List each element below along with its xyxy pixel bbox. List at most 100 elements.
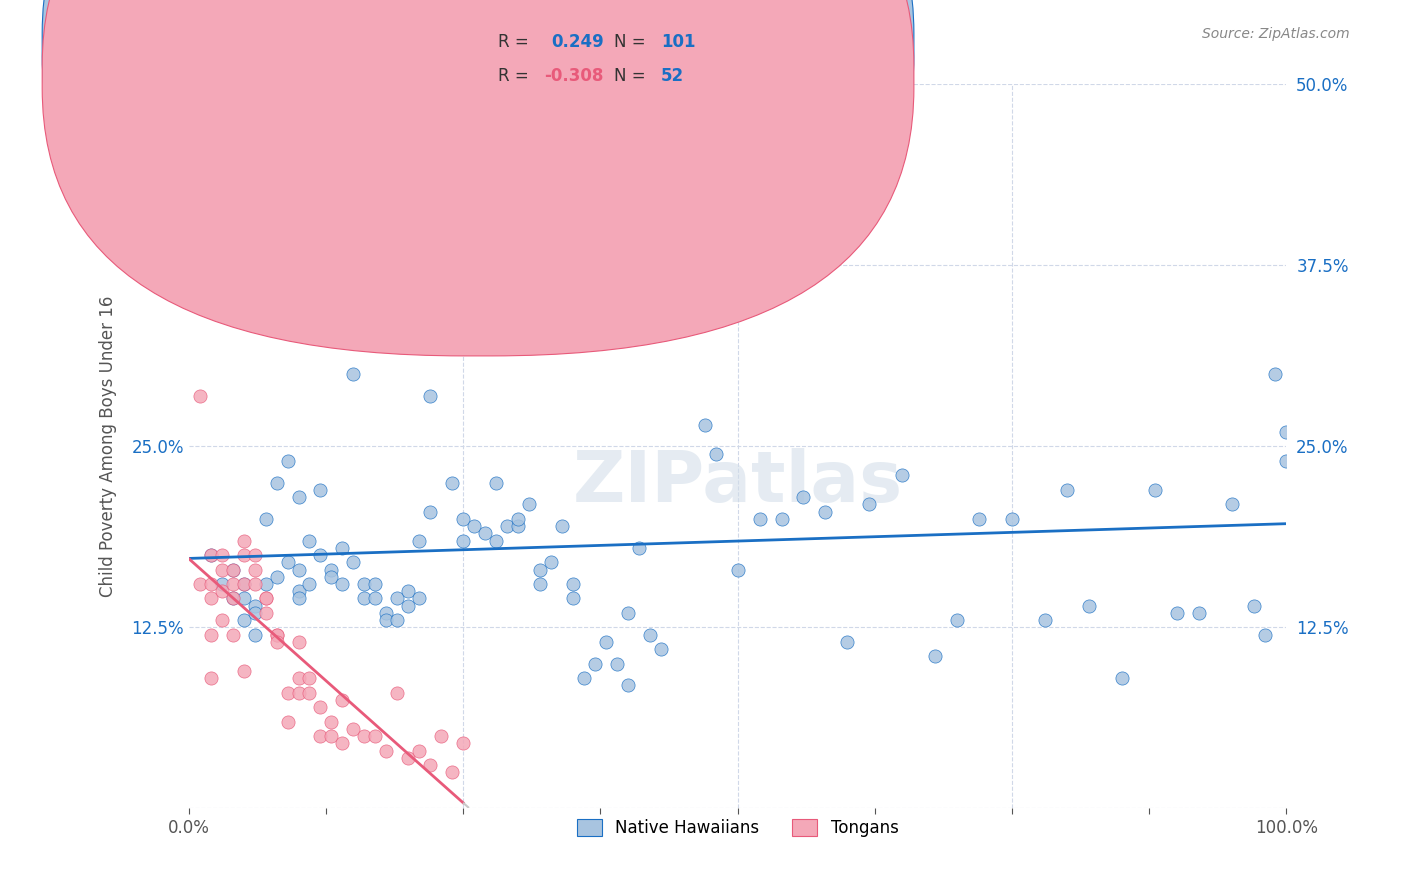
Text: N =: N =: [614, 67, 645, 85]
Point: [375, 606, 398, 620]
Point: [364, 577, 387, 591]
Point: [551, 519, 574, 533]
Point: [232, 533, 254, 548]
Point: [277, 685, 299, 699]
Point: [1056, 483, 1078, 497]
Point: [1275, 425, 1298, 439]
Point: [408, 743, 430, 757]
Point: [858, 497, 880, 511]
Point: [243, 577, 266, 591]
Point: [617, 678, 640, 692]
Point: [770, 512, 793, 526]
Point: [200, 548, 222, 562]
Point: [529, 577, 551, 591]
Point: [287, 584, 309, 599]
Point: [298, 685, 321, 699]
Point: [287, 635, 309, 649]
Point: [583, 657, 606, 671]
Point: [375, 743, 398, 757]
Point: [211, 548, 233, 562]
Point: [419, 389, 441, 403]
Point: [661, 178, 683, 193]
Point: [1188, 606, 1211, 620]
Point: [254, 512, 277, 526]
Point: [309, 548, 332, 562]
Point: [287, 490, 309, 504]
Point: [430, 729, 453, 743]
Point: [211, 577, 233, 591]
Point: [540, 555, 562, 569]
Point: [243, 599, 266, 613]
Point: [529, 562, 551, 576]
Point: [606, 657, 628, 671]
Point: [221, 591, 243, 606]
Point: [353, 729, 375, 743]
Point: [1033, 613, 1056, 627]
Point: [287, 562, 309, 576]
Point: [266, 628, 288, 642]
Text: NATIVE HAWAIIAN VS TONGAN CHILD POVERTY AMONG BOYS UNDER 16 CORRELATION CHART: NATIVE HAWAIIAN VS TONGAN CHILD POVERTY …: [56, 27, 907, 45]
Point: [561, 591, 583, 606]
Point: [321, 570, 343, 584]
Point: [232, 591, 254, 606]
Point: [188, 577, 211, 591]
Point: [1275, 454, 1298, 468]
Point: [396, 751, 419, 765]
Point: [792, 490, 814, 504]
Point: [496, 519, 519, 533]
Point: [266, 570, 288, 584]
Point: [748, 512, 770, 526]
Point: [298, 671, 321, 685]
Point: [682, 215, 704, 229]
Point: [572, 671, 595, 685]
Point: [321, 714, 343, 729]
Point: [211, 562, 233, 576]
Point: [221, 628, 243, 642]
Point: [419, 505, 441, 519]
Point: [353, 577, 375, 591]
Point: [188, 389, 211, 403]
Point: [243, 628, 266, 642]
Point: [221, 591, 243, 606]
Text: Source: ZipAtlas.com: Source: ZipAtlas.com: [1202, 27, 1350, 41]
Text: 52: 52: [661, 67, 683, 85]
Point: [1220, 497, 1243, 511]
Text: 0.249: 0.249: [551, 33, 605, 51]
Point: [232, 577, 254, 591]
Point: [200, 548, 222, 562]
Point: [332, 541, 354, 555]
Legend: Native Hawaiians, Tongans: Native Hawaiians, Tongans: [569, 812, 905, 844]
Point: [364, 729, 387, 743]
Point: [419, 758, 441, 772]
Point: [277, 454, 299, 468]
Point: [266, 475, 288, 490]
Point: [200, 628, 222, 642]
Point: [254, 591, 277, 606]
Text: 101: 101: [661, 33, 696, 51]
Point: [1166, 606, 1188, 620]
Point: [451, 512, 474, 526]
Point: [277, 714, 299, 729]
Point: [298, 533, 321, 548]
Point: [617, 606, 640, 620]
Text: N =: N =: [614, 33, 645, 51]
Text: ZIPatlas: ZIPatlas: [572, 448, 903, 517]
Point: [387, 613, 409, 627]
Point: [200, 591, 222, 606]
Point: [342, 367, 364, 381]
Point: [638, 628, 661, 642]
Point: [342, 555, 364, 569]
Point: [254, 577, 277, 591]
Point: [221, 562, 243, 576]
Text: R =: R =: [498, 67, 529, 85]
Point: [309, 700, 332, 714]
Point: [232, 577, 254, 591]
Point: [451, 533, 474, 548]
Point: [287, 685, 309, 699]
Point: [387, 685, 409, 699]
Y-axis label: Child Poverty Among Boys Under 16: Child Poverty Among Boys Under 16: [100, 296, 117, 597]
Point: [441, 475, 464, 490]
Point: [561, 577, 583, 591]
Point: [704, 447, 727, 461]
Point: [396, 584, 419, 599]
